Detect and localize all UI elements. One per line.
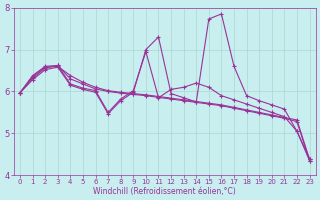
X-axis label: Windchill (Refroidissement éolien,°C): Windchill (Refroidissement éolien,°C)	[93, 187, 236, 196]
